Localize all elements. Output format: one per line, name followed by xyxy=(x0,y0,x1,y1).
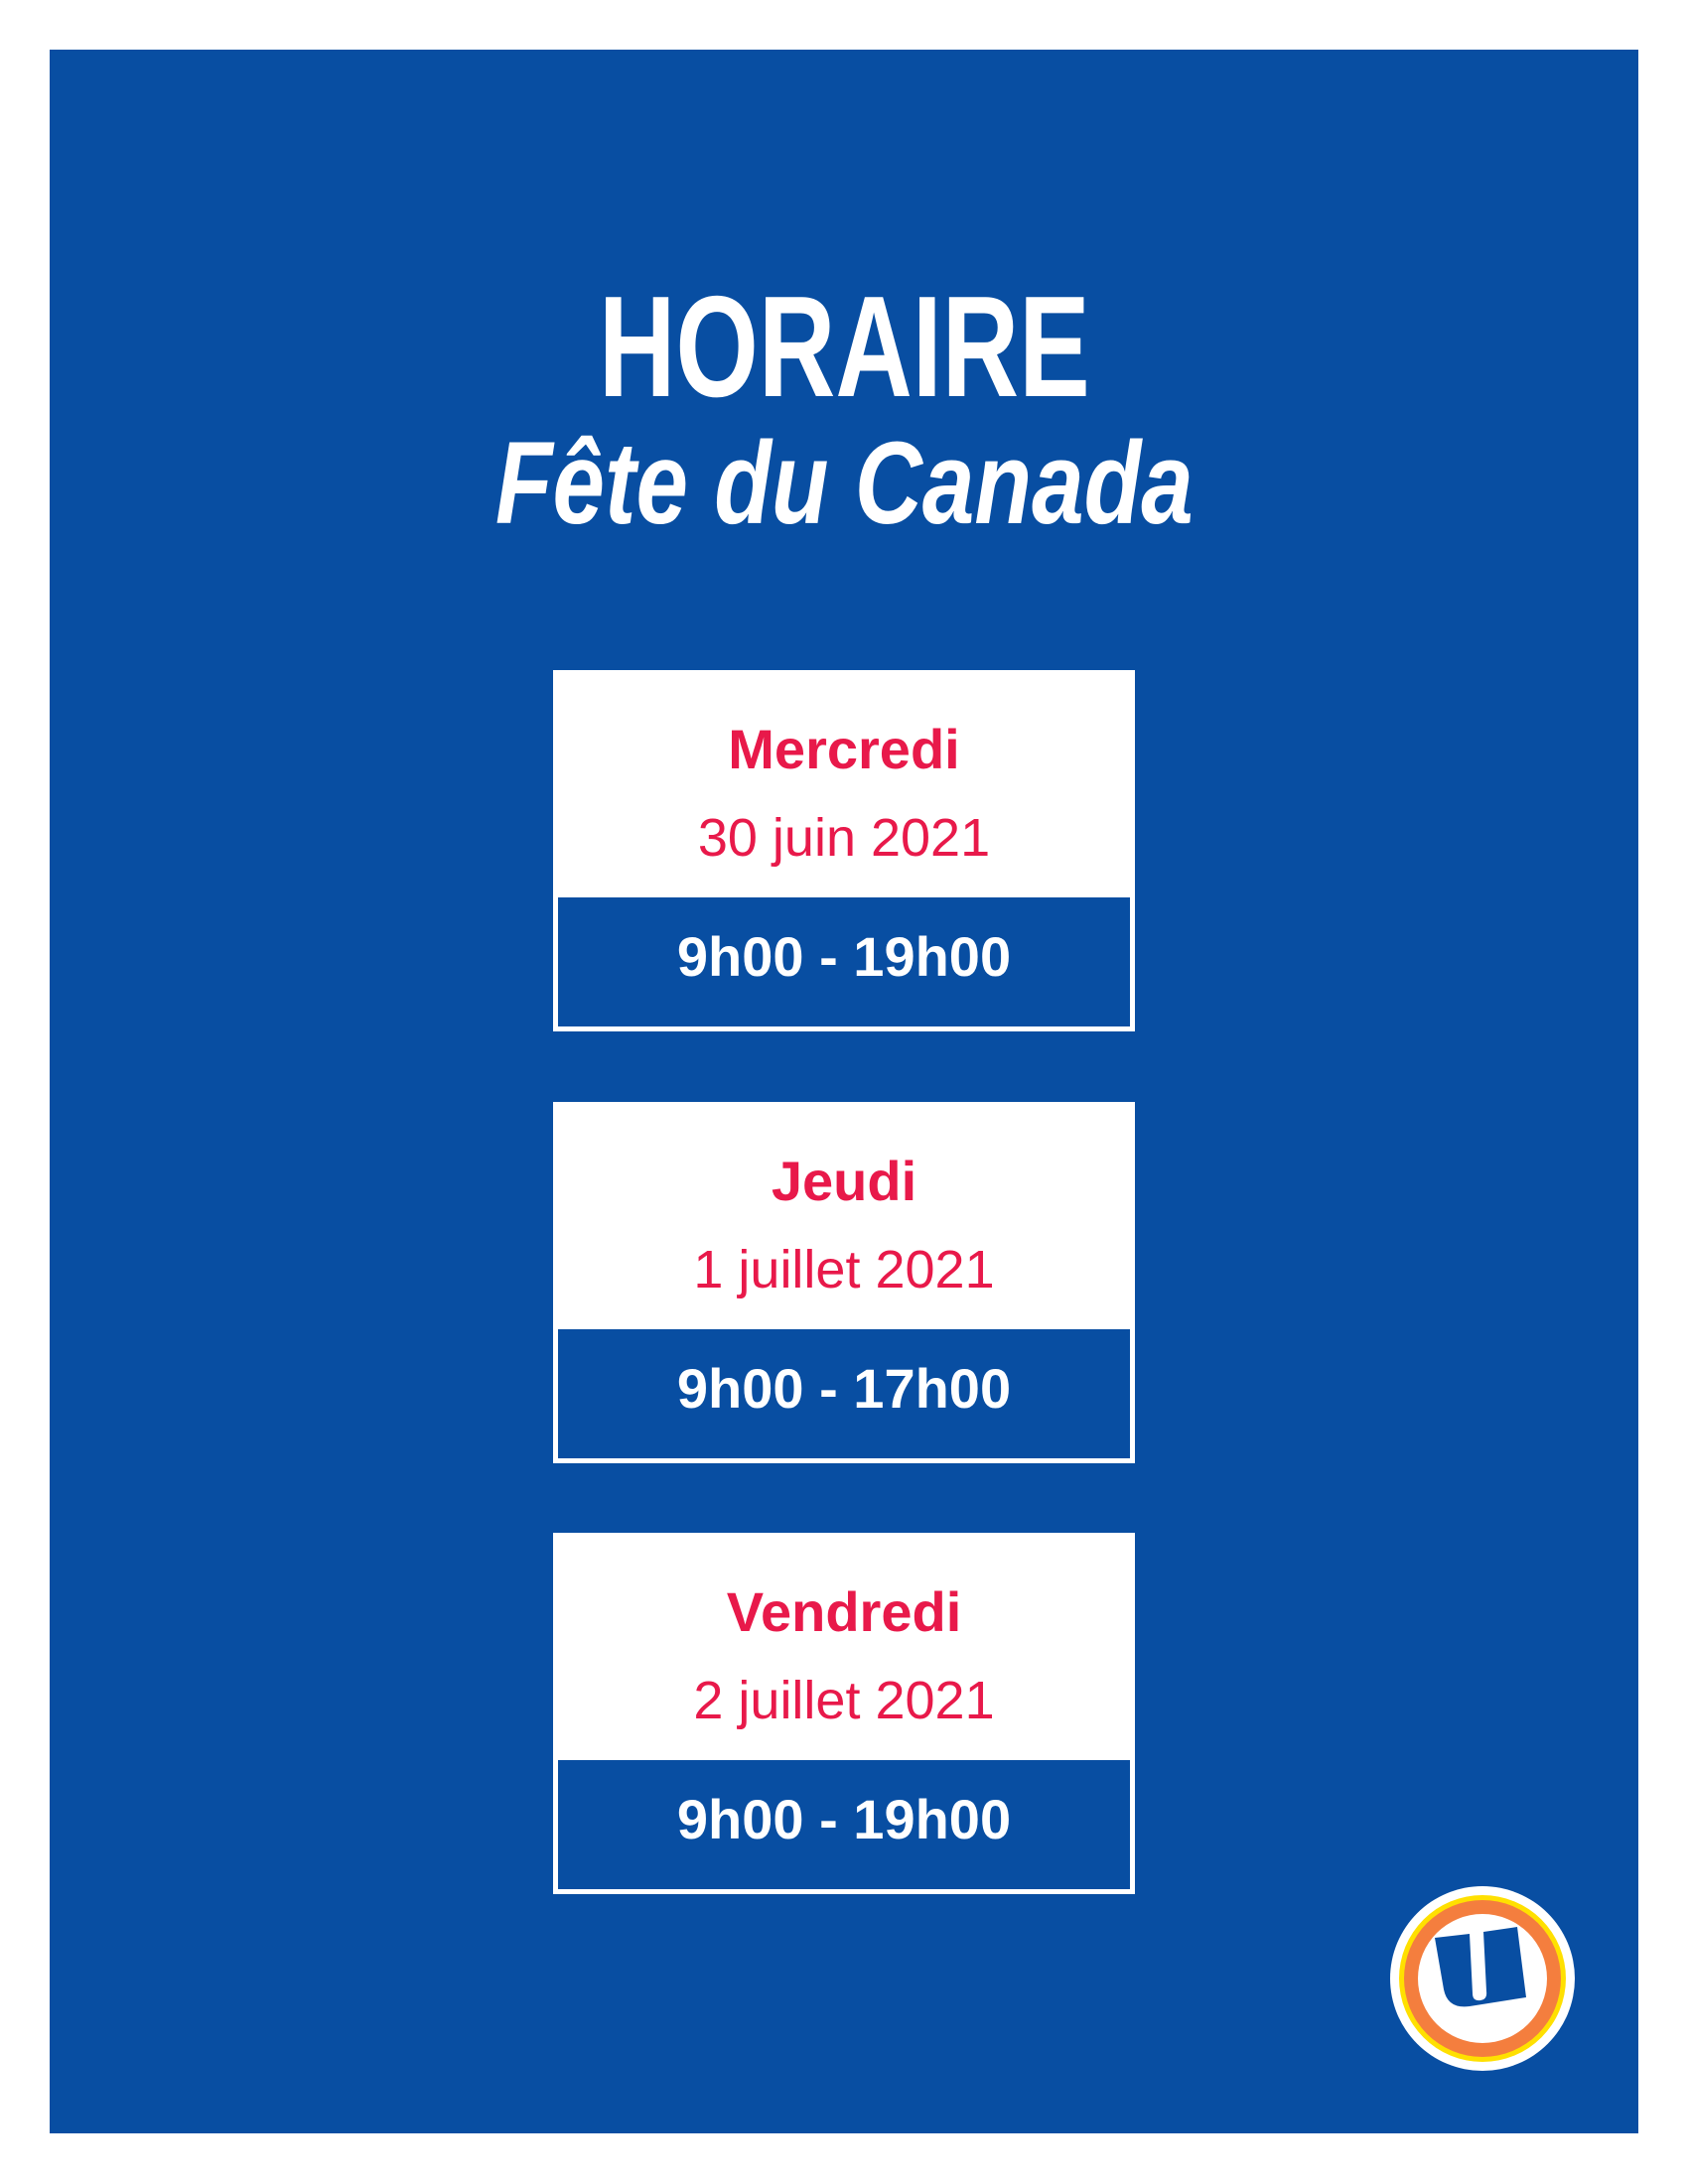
page-title: HORAIRE xyxy=(0,275,1688,419)
page-title-text: HORAIRE xyxy=(598,266,1090,427)
day-date: 2 juillet 2021 xyxy=(693,1671,995,1730)
day-name: Jeudi xyxy=(771,1150,917,1212)
opening-hours: 9h00 - 19h00 xyxy=(676,1788,1012,1850)
hours-band: 9h00 - 17h00 xyxy=(558,1329,1130,1458)
hours-band: 9h00 - 19h00 xyxy=(558,897,1130,1026)
schedule-card-friday: Vendredi 2 juillet 2021 9h00 - 19h00 xyxy=(553,1533,1135,1894)
opening-hours: 9h00 - 19h00 xyxy=(676,925,1012,988)
hours-band: 9h00 - 19h00 xyxy=(558,1760,1130,1889)
schedule-card-thursday: Jeudi 1 juillet 2021 9h00 - 17h00 xyxy=(553,1102,1135,1463)
u-logo-icon xyxy=(1390,1886,1575,2071)
day-date: 30 juin 2021 xyxy=(697,808,991,868)
page-subtitle-text: Fête du Canada xyxy=(494,418,1194,549)
day-name: Mercredi xyxy=(728,718,960,780)
schedule-card-wednesday: Mercredi 30 juin 2021 9h00 - 19h00 xyxy=(553,670,1135,1031)
opening-hours: 9h00 - 17h00 xyxy=(676,1357,1012,1420)
day-name: Vendredi xyxy=(726,1580,962,1643)
page-subtitle: Fête du Canada xyxy=(0,425,1688,542)
day-date: 1 juillet 2021 xyxy=(693,1240,995,1299)
